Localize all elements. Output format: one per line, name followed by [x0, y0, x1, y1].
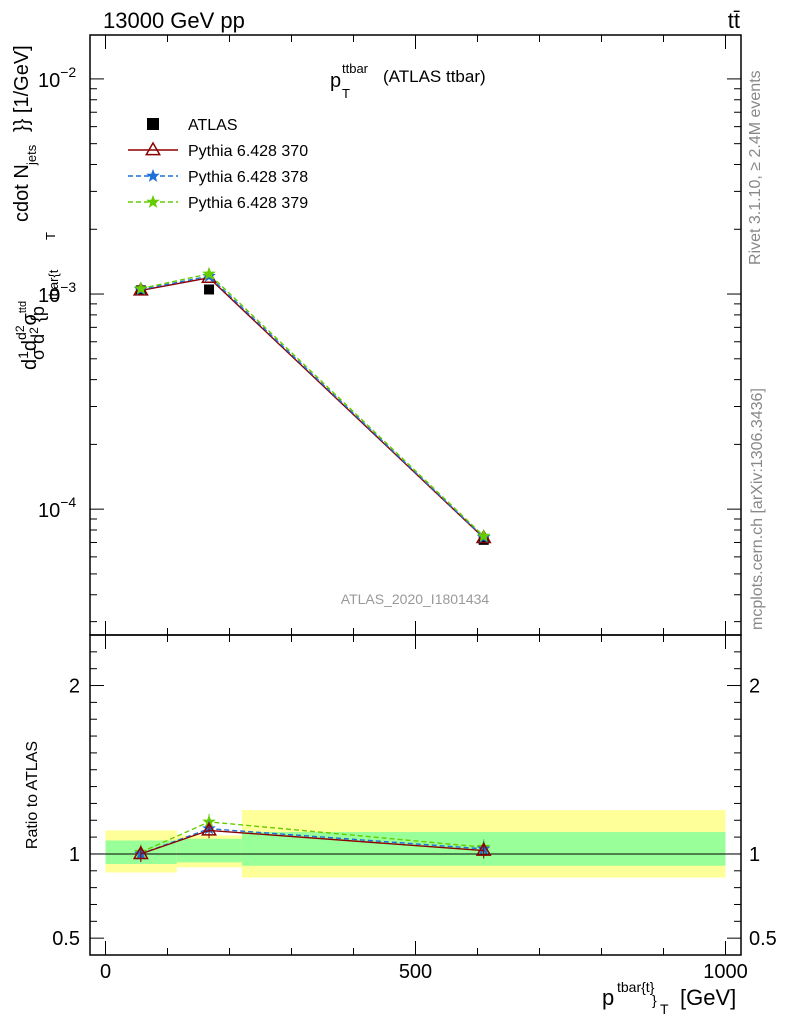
- triangle-marker: [132, 845, 149, 860]
- y-tick-label: 10−2: [38, 64, 76, 92]
- title-superscript: ttbar: [342, 61, 369, 76]
- x-label-main: p: [602, 985, 614, 1010]
- y-axis-label-ratio: Ratio to ATLAS: [24, 741, 41, 849]
- title-rest: (ATLAS ttbar): [383, 67, 486, 86]
- x-axis-label: p tbar{t} } T [GeV]: [602, 979, 736, 1017]
- header-process-label: tt̄: [728, 8, 740, 33]
- ratio-band-inner: [176, 838, 242, 863]
- series-line: [140, 277, 485, 539]
- ratio-series-layer: [132, 813, 492, 862]
- y-tick-exponent: −4: [60, 494, 76, 510]
- svg-text:jets: jets: [24, 144, 39, 166]
- ratio-band-group: [90, 810, 741, 878]
- x-label-subscript: T: [660, 1001, 669, 1017]
- triangle-marker: [201, 821, 218, 836]
- legend-entry: ATLAS: [147, 117, 238, 134]
- ratio-tick-label-left: 0.5: [52, 928, 80, 950]
- rivet-version-label: Rivet 3.1.10, ≥ 2.4M events: [747, 70, 764, 265]
- triangle-marker: [145, 141, 161, 156]
- x-tick-label: 0: [100, 961, 111, 983]
- ratio-tick-label-left: 2: [69, 676, 80, 698]
- x-tick-label: 1000: [703, 961, 748, 983]
- series-layer: [132, 266, 492, 545]
- mcplots-label: mcplots.cern.ch [arXiv:1306.3436]: [749, 388, 766, 630]
- series-line: [140, 275, 485, 538]
- title-subscript: T: [342, 86, 350, 101]
- legend: ATLAS Pythia 6.428 370 Pythia 6.428 378 Pyt…: [128, 117, 308, 212]
- legend-label: Pythia 6.428 370: [188, 143, 308, 160]
- ratio-tick-label-right: 1: [749, 844, 760, 866]
- title-main: p: [330, 70, 341, 92]
- ratio-pythia-6.428-370: [132, 821, 492, 862]
- series-pythia-6.428-379: [134, 266, 491, 542]
- star-marker: [202, 266, 216, 280]
- ratio-tick-label-right: 2: [749, 676, 760, 698]
- y-axis-label-main: d1dd2σttd σ d2 {p tbar{t T cdot N jets }…: [11, 45, 61, 370]
- svg-text:tbar{t: tbar{t: [46, 269, 61, 300]
- data-point: [204, 284, 215, 295]
- y-tick-exponent: −2: [60, 64, 76, 80]
- legend-entry: Pythia 6.428 378: [128, 168, 308, 186]
- star-marker: [134, 281, 148, 295]
- svg-text:σ d2 {p: σ d2 {p: [27, 306, 48, 360]
- plot-title: p ttbar T (ATLAS ttbar): [330, 61, 486, 101]
- svg-text:}} [1/GeV]: }} [1/GeV]: [11, 45, 33, 132]
- svg-text:cdot N: cdot N: [11, 164, 33, 222]
- series-pythia-6.428-378: [134, 269, 491, 544]
- x-label-unit: [GeV]: [680, 985, 736, 1010]
- legend-entry: Pythia 6.428 370: [128, 141, 308, 160]
- star-marker: [146, 194, 160, 208]
- legend-label: ATLAS: [188, 117, 238, 134]
- series-line: [140, 273, 485, 537]
- x-tick-label: 500: [399, 961, 432, 983]
- legend-square-marker: [147, 118, 159, 130]
- ratio-tick-label-left: 1: [69, 844, 80, 866]
- ratio-frame: [89, 634, 742, 956]
- y-tick-label: 10−4: [38, 494, 76, 522]
- x-label-subscript-brace: }: [652, 992, 657, 1008]
- y-tick-exponent: −3: [60, 279, 76, 295]
- legend-label: Pythia 6.428 378: [188, 169, 308, 186]
- legend-entry: Pythia 6.428 379: [128, 194, 308, 212]
- x-label-superscript: tbar{t}: [617, 979, 655, 995]
- analysis-label: ATLAS_2020_I1801434: [341, 591, 490, 607]
- series-pythia-6.428-370: [132, 269, 492, 544]
- header-energy-label: 13000 GeV pp: [103, 8, 245, 33]
- ratio-tick-label-right: 0.5: [749, 928, 777, 950]
- triangle-marker: [475, 842, 492, 856]
- svg-text:T: T: [43, 232, 58, 240]
- star-marker: [146, 168, 160, 182]
- legend-label: Pythia 6.428 379: [188, 195, 308, 212]
- star-marker: [476, 528, 491, 542]
